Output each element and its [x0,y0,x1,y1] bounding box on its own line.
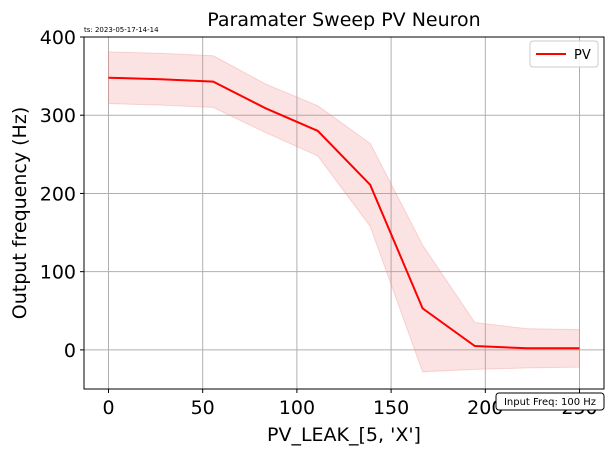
x-tick-label: 0 [102,397,114,419]
x-tick-label: 100 [279,397,315,419]
y-tick-label: 0 [64,340,76,362]
input-freq-note: Input Freq: 100 Hz [504,397,596,408]
x-tick-label: 200 [467,397,503,419]
y-tick-label: 300 [40,105,76,127]
y-tick-label: 100 [40,262,76,284]
ticks: 0501001502002500100200300400 [40,27,598,419]
legend: PV [529,40,599,68]
timestamp: ts: 2023-05-17-14-14 [84,26,159,34]
plot-area [84,37,604,389]
series-line-pv [108,76,580,350]
chart-title: Paramater Sweep PV Neuron [207,9,480,31]
plot-frame [83,36,605,390]
x-axis-label: PV_LEAK_[5, 'X'] [267,424,421,446]
note-frame [495,392,605,411]
x-tick-label: 50 [191,397,215,419]
x-tick-label: 150 [373,397,409,419]
legend-label-pv: PV [574,48,591,63]
note-box: Input Freq: 100 Hz [495,392,605,411]
y-tick-label: 400 [40,27,76,49]
y-axis-label: Output frequency (Hz) [9,107,31,319]
y-tick-label: 200 [40,183,76,205]
confidence-band [108,51,580,373]
